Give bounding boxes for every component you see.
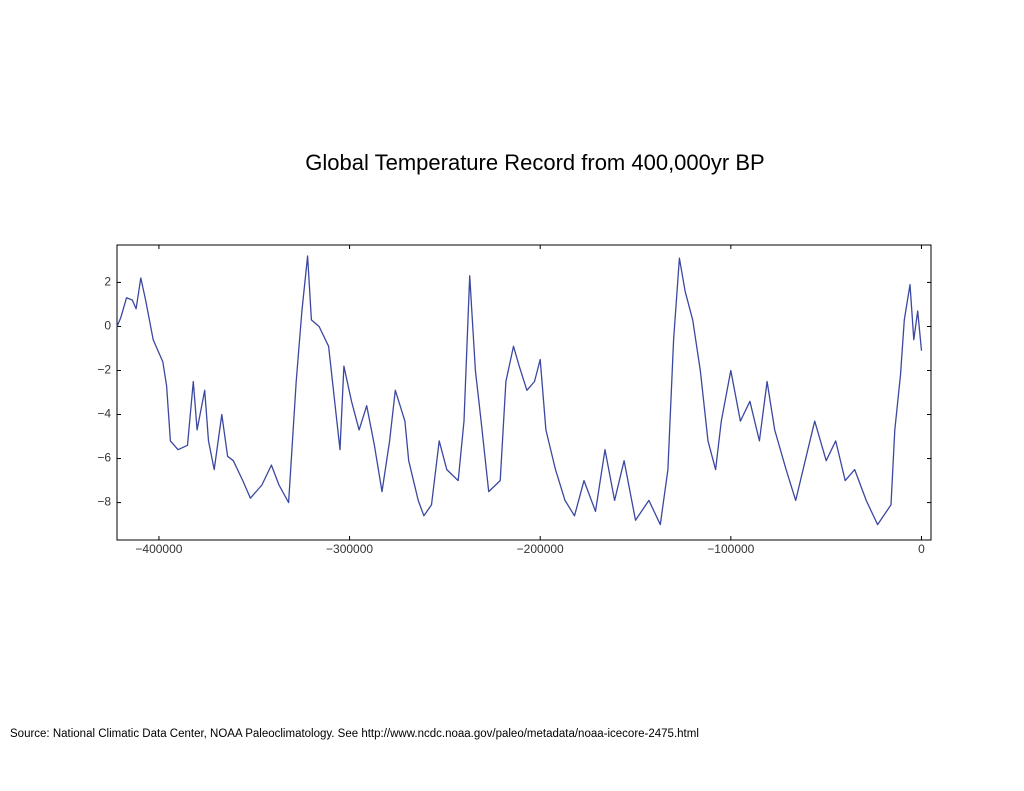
chart-title: Global Temperature Record from 400,000yr… <box>305 150 764 175</box>
y-tick-label: −4 <box>97 407 111 421</box>
plot-frame <box>116 244 932 541</box>
y-tick-label: 2 <box>104 275 111 289</box>
y-tick-label: −8 <box>97 495 111 509</box>
y-tick-label: −6 <box>97 451 111 465</box>
y-tick-label: 0 <box>104 319 111 333</box>
x-tick-label: −300000 <box>326 542 373 556</box>
source-note: Source: National Climatic Data Center, N… <box>10 728 699 740</box>
x-tick-label: −400000 <box>135 542 182 556</box>
temperature-line <box>116 255 923 526</box>
y-tick-label: −2 <box>97 363 111 377</box>
x-tick-label: 0 <box>918 542 925 556</box>
x-tick-label: −100000 <box>707 542 754 556</box>
x-tick-label: −200000 <box>517 542 564 556</box>
